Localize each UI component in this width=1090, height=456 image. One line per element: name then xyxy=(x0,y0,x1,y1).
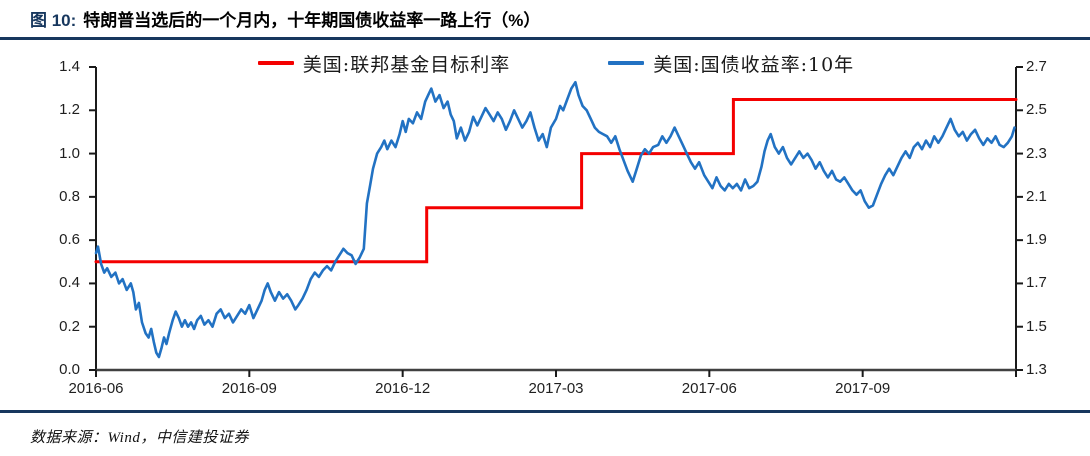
y-right-tick-label: 1.7 xyxy=(1026,274,1047,292)
blue-line-swatch-icon xyxy=(608,61,645,65)
figure-header: 图 10: 特朗普当选后的一个月内，十年期国债收益率一路上行（%） xyxy=(30,6,540,31)
y-left-tick-label: 1.2 xyxy=(59,101,80,119)
x-axis-tick-label: 2016-12 xyxy=(375,380,431,397)
data-source-note: 数据来源：Wind，中信建投证券 xyxy=(30,430,249,446)
x-axis-tick-label: 2017-03 xyxy=(528,380,584,397)
figure-number-label: 图 10: xyxy=(30,11,77,30)
y-right-tick-label: 1.3 xyxy=(1026,361,1047,378)
y-right-tick-label: 2.7 xyxy=(1026,58,1047,75)
y-right-tick-label: 2.5 xyxy=(1026,101,1047,119)
y-left-tick-label: 0.6 xyxy=(59,231,80,249)
series-line-fed-funds-rate xyxy=(94,98,1018,264)
x-axis-tick-label: 2017-06 xyxy=(681,380,737,397)
legend-item-fed-funds-rate: 美国:联邦基金目标利率 xyxy=(257,50,511,77)
y-left-tick-label: 0.8 xyxy=(59,187,80,205)
x-axis-tick-label: 2016-09 xyxy=(221,380,277,397)
title-divider-rule xyxy=(0,37,1090,40)
x-axis-tick-label: 2016-06 xyxy=(68,380,124,397)
y-left-tick-label: 1.0 xyxy=(59,144,80,162)
y-right-tick-label: 2.3 xyxy=(1026,144,1047,162)
y-right-tick-label: 1.9 xyxy=(1026,231,1047,249)
x-axis-tick-label: 2017-09 xyxy=(835,380,891,397)
red-line-swatch-icon xyxy=(257,61,294,65)
y-left-tick-label: 1.4 xyxy=(59,58,80,75)
y-right-tick-label: 1.5 xyxy=(1026,317,1047,335)
y-left-tick-label: 0.4 xyxy=(59,274,80,292)
chart-legend: 美国:联邦基金目标利率 美国:国债收益率:10年 xyxy=(96,50,1016,76)
legend-item-treasury-yield: 美国:国债收益率:10年 xyxy=(608,50,854,77)
y-left-tick-label: 0.2 xyxy=(59,317,80,335)
y-right-tick-label: 2.1 xyxy=(1026,187,1047,205)
bottom-divider-rule xyxy=(0,410,1090,413)
figure-title: 特朗普当选后的一个月内，十年期国债收益率一路上行（%） xyxy=(83,11,541,30)
y-left-tick-label: 0.0 xyxy=(59,361,80,378)
legend-label-fed-funds-rate: 美国:联邦基金目标利率 xyxy=(302,53,511,76)
legend-label-treasury-yield: 美国:国债收益率:10年 xyxy=(653,53,855,76)
series-line-treasury-yield-10y xyxy=(94,80,1016,359)
